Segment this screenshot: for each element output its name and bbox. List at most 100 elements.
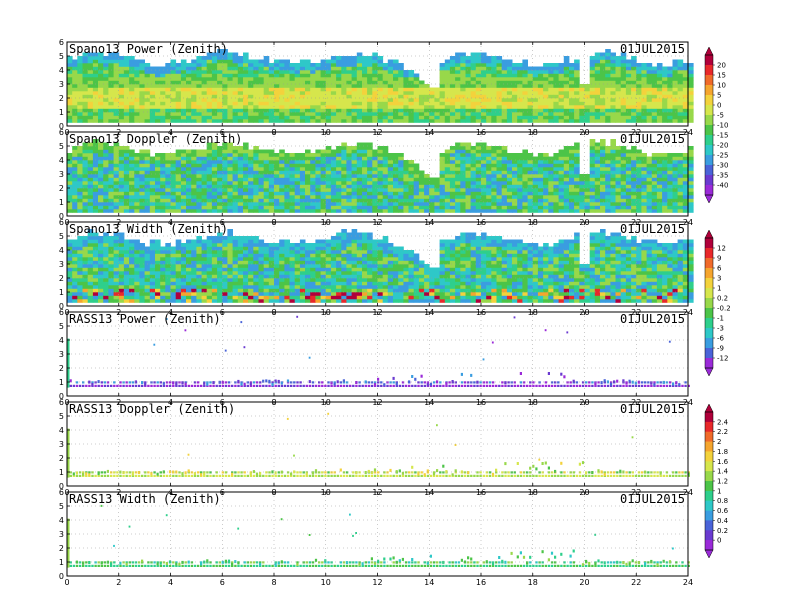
colorbar-swatch xyxy=(705,530,713,541)
y-tick-label: 3 xyxy=(59,260,64,269)
x-tick-label: 4 xyxy=(168,578,173,587)
colorbar-swatch xyxy=(705,175,713,186)
heatmap-field xyxy=(67,412,690,478)
x-tick-label: 0 xyxy=(64,578,69,587)
colorbar-tick-label: 1.2 xyxy=(717,478,728,486)
colorbar-swatch xyxy=(705,248,713,259)
colorbar-bottom-arrow xyxy=(704,194,714,204)
colorbar-tick-label: -9 xyxy=(717,345,724,353)
heatmap-field xyxy=(67,49,694,123)
colorbar-tick-label: 12 xyxy=(717,245,726,253)
colorbar-tick-label: -0.2 xyxy=(717,305,731,313)
y-tick-label: 6 xyxy=(59,398,64,407)
colorbar-tick-label: -25 xyxy=(717,152,728,160)
colorbar-top-arrow xyxy=(704,403,714,413)
colorbar-bottom-arrow xyxy=(704,549,714,559)
colorbar-tick-label: 2 xyxy=(717,438,721,446)
colorbar-tick-label: -10 xyxy=(717,122,728,130)
y-tick-label: 2 xyxy=(59,454,64,463)
colorbar-tick-label: -5 xyxy=(717,112,724,120)
colorbar-tick-label: 6 xyxy=(717,265,722,273)
colorbar-swatch xyxy=(705,328,713,339)
colorbar-swatch xyxy=(705,481,713,492)
colorbar-swatch xyxy=(705,115,713,126)
colorbar-swatch xyxy=(705,471,713,482)
colorbar-tick-label: -35 xyxy=(717,172,728,180)
y-tick-label: 1 xyxy=(59,468,64,477)
y-tick-label: 5 xyxy=(59,502,64,511)
y-tick-label: 5 xyxy=(59,322,64,331)
panel-date: 01JUL2015 xyxy=(620,222,685,236)
colorbar-swatch xyxy=(705,540,713,551)
colorbar-swatch xyxy=(705,268,713,279)
colorbar-tick-label: 0.4 xyxy=(717,517,729,525)
colorbar-swatch xyxy=(705,135,713,146)
colorbar-swatch xyxy=(705,441,713,452)
x-tick-label: 2 xyxy=(116,578,121,587)
colorbar-swatch xyxy=(705,348,713,359)
panel-title: RASS13 Doppler (Zenith) xyxy=(69,402,235,416)
y-tick-label: 6 xyxy=(59,38,64,47)
panel-2: 0246810121416182022240123456Spano13 Dopp… xyxy=(59,128,694,227)
panel-date: 01JUL2015 xyxy=(620,402,685,416)
colorbar-tick-label: 2.4 xyxy=(717,418,729,426)
x-tick-label: 6 xyxy=(220,578,225,587)
colorbar-bottom-arrow xyxy=(704,367,714,377)
y-tick-label: 5 xyxy=(59,412,64,421)
y-tick-label: 0 xyxy=(59,392,64,401)
y-tick-label: 5 xyxy=(59,232,64,241)
y-tick-label: 5 xyxy=(59,142,64,151)
y-tick-label: 0 xyxy=(59,122,64,131)
colorbar-swatch xyxy=(705,165,713,176)
y-tick-label: 4 xyxy=(59,516,64,525)
colorbar-tick-label: 1.6 xyxy=(717,458,729,466)
colorbar-tick-label: -20 xyxy=(717,142,728,150)
panel-title: Spano13 Power (Zenith) xyxy=(69,42,228,56)
panel-date: 01JUL2015 xyxy=(620,492,685,506)
colorbar-tick-label: -40 xyxy=(717,182,728,190)
colorbar-tick-label: 0.6 xyxy=(717,507,729,515)
y-tick-label: 1 xyxy=(59,558,64,567)
colorbar-tick-label: -12 xyxy=(717,355,728,363)
y-tick-label: 4 xyxy=(59,66,64,75)
colorbar-tick-label: 20 xyxy=(717,62,726,70)
panels-group: 0246810121416182022240123456Spano13 Powe… xyxy=(59,38,694,587)
heatmap-field xyxy=(67,229,694,303)
colorbar-tick-label: 0 xyxy=(717,102,721,110)
colorbar-swatch xyxy=(705,278,713,289)
colorbar-tick-label: -30 xyxy=(717,162,728,170)
x-tick-label: 20 xyxy=(579,578,589,587)
y-tick-label: 3 xyxy=(59,530,64,539)
panel-title: RASS13 Width (Zenith) xyxy=(69,492,221,506)
colorbar-swatch xyxy=(705,308,713,319)
y-tick-label: 2 xyxy=(59,544,64,553)
colorbar-swatch xyxy=(705,75,713,86)
y-tick-label: 1 xyxy=(59,108,64,117)
y-tick-label: 3 xyxy=(59,80,64,89)
panel-title: Spano13 Doppler (Zenith) xyxy=(69,132,242,146)
colorbar-tick-label: -3 xyxy=(717,325,724,333)
y-tick-label: 2 xyxy=(59,94,64,103)
colorbar-swatch xyxy=(705,155,713,166)
y-tick-label: 2 xyxy=(59,364,64,373)
colorbar-3: 2.4 2.2 2 1.8 1.6 1.4 1.21 0.8 0.6 0.4 0.2 0 xyxy=(704,403,729,559)
colorbar-swatch xyxy=(705,451,713,462)
y-tick-label: 6 xyxy=(59,488,64,497)
y-tick-label: 2 xyxy=(59,274,64,283)
y-tick-label: 4 xyxy=(59,246,64,255)
colorbar-swatch xyxy=(705,85,713,96)
colorbar-swatch xyxy=(705,298,713,309)
y-tick-label: 6 xyxy=(59,218,64,227)
y-tick-label: 3 xyxy=(59,170,64,179)
colorbar-swatch xyxy=(705,500,713,511)
colorbar-tick-label: 1 xyxy=(717,285,721,293)
y-tick-label: 1 xyxy=(59,288,64,297)
colorbar-swatch xyxy=(705,238,713,249)
y-tick-label: 4 xyxy=(59,336,64,345)
x-tick-label: 12 xyxy=(372,578,382,587)
colorbar-tick-label: 1.8 xyxy=(717,448,728,456)
x-tick-label: 10 xyxy=(321,578,331,587)
colorbar-1: 20 15 10 5 0 -5 -10 -15 -20 -25 -30 -35 -40 xyxy=(704,46,728,204)
